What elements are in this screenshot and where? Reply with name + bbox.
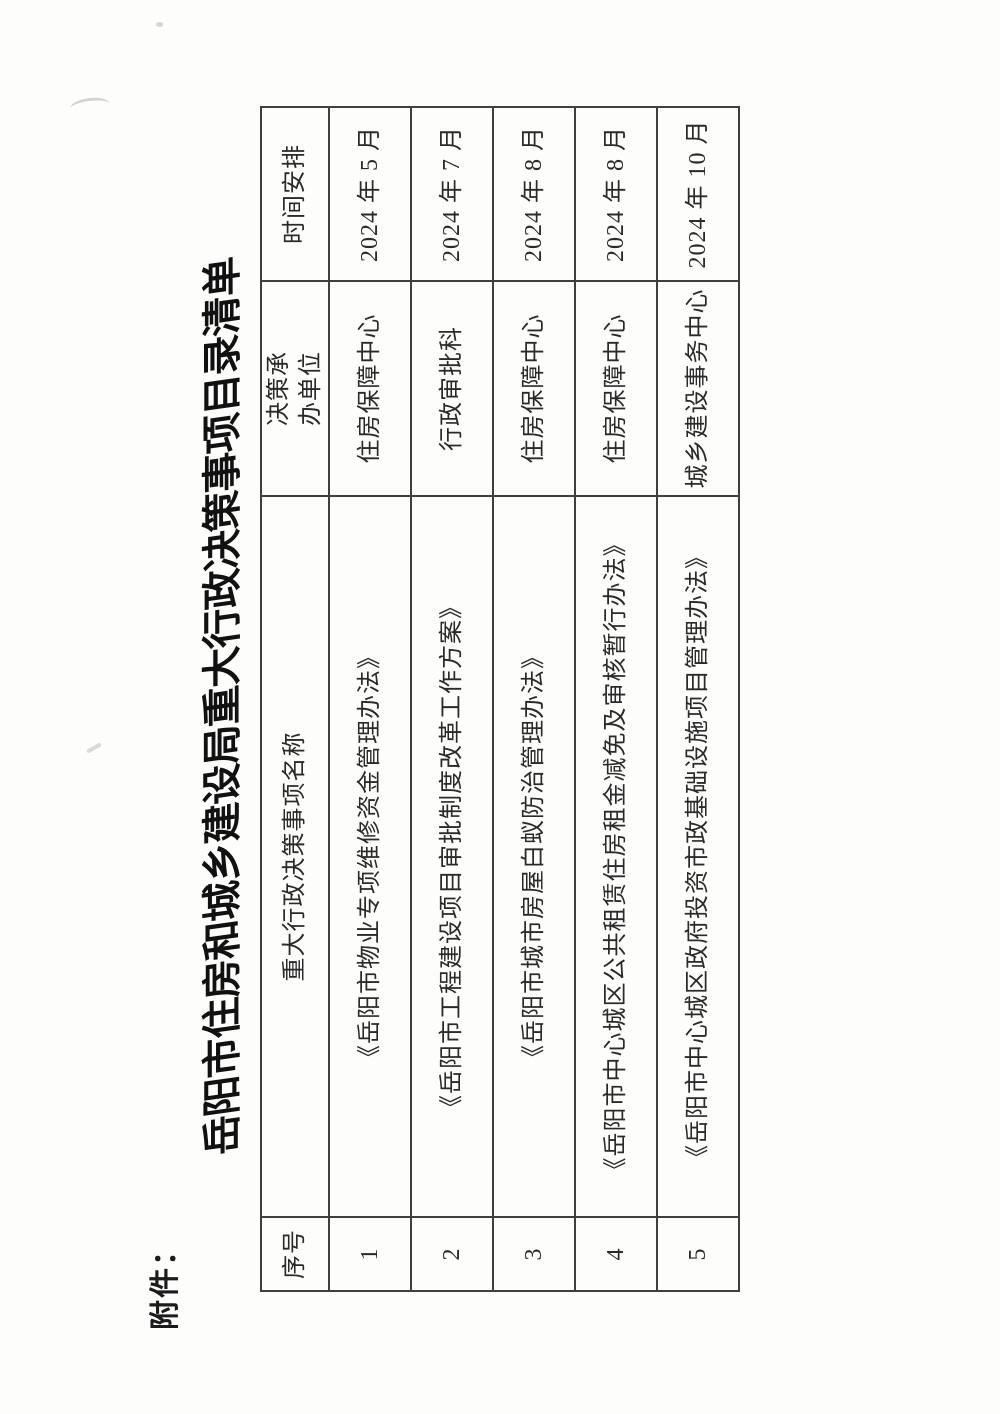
cell-time: 2024 年 10 月 xyxy=(657,107,739,281)
header-item-name: 重大行政决策事项名称 xyxy=(261,496,329,1217)
cell-unit: 住房保障中心 xyxy=(329,281,411,496)
table-header-row: 序号 重大行政决策事项名称 决策承 办单位 时间安排 xyxy=(261,107,329,1291)
table-row: 5 《岳阳市中心城区政府投资市政基础设施项目管理办法》 城乡建设事务中心 202… xyxy=(657,107,739,1291)
cell-time: 2024 年 7 月 xyxy=(411,107,493,281)
cell-unit: 住房保障中心 xyxy=(493,281,575,496)
cell-time: 2024 年 8 月 xyxy=(493,107,575,281)
table-row: 2 《岳阳市工程建设项目审批制度改革工作方案》 行政审批科 2024 年 7 月 xyxy=(411,107,493,1291)
cell-serial: 4 xyxy=(575,1217,657,1291)
cell-serial: 1 xyxy=(329,1217,411,1291)
cell-serial: 3 xyxy=(493,1217,575,1291)
table-row: 1 《岳阳市物业专项维修资金管理办法》 住房保障中心 2024 年 5 月 xyxy=(329,107,411,1291)
document-title: 岳阳市住房和城乡建设局重大行政决策事项目录清单 xyxy=(200,254,245,1159)
attachment-label: 附件： xyxy=(149,1234,182,1330)
cell-item-name: 《岳阳市中心城区政府投资市政基础设施项目管理办法》 xyxy=(657,496,739,1217)
decision-items-table: 序号 重大行政决策事项名称 决策承 办单位 时间安排 1 《岳阳市物业专项维修资… xyxy=(260,106,740,1292)
cell-unit: 城乡建设事务中心 xyxy=(657,281,739,496)
cell-time: 2024 年 8 月 xyxy=(575,107,657,281)
table-row: 4 《岳阳市中心城区公共租赁住房租金减免及审核暂行办法》 住房保障中心 2024… xyxy=(575,107,657,1291)
cell-item-name: 《岳阳市工程建设项目审批制度改革工作方案》 xyxy=(411,496,493,1217)
cell-serial: 2 xyxy=(411,1217,493,1291)
table-row: 3 《岳阳市城市房屋白蚁防治管理办法》 住房保障中心 2024 年 8 月 xyxy=(493,107,575,1291)
header-serial: 序号 xyxy=(261,1217,329,1291)
cell-item-name: 《岳阳市中心城区公共租赁住房租金减免及审核暂行办法》 xyxy=(575,496,657,1217)
header-time: 时间安排 xyxy=(261,107,329,281)
cell-serial: 5 xyxy=(657,1217,739,1291)
cell-time: 2024 年 5 月 xyxy=(329,107,411,281)
cell-item-name: 《岳阳市城市房屋白蚁防治管理办法》 xyxy=(493,496,575,1217)
cell-item-name: 《岳阳市物业专项维修资金管理办法》 xyxy=(329,496,411,1217)
cell-unit: 行政审批科 xyxy=(411,281,493,496)
header-unit: 决策承 办单位 xyxy=(261,281,329,496)
cell-unit: 住房保障中心 xyxy=(575,281,657,496)
